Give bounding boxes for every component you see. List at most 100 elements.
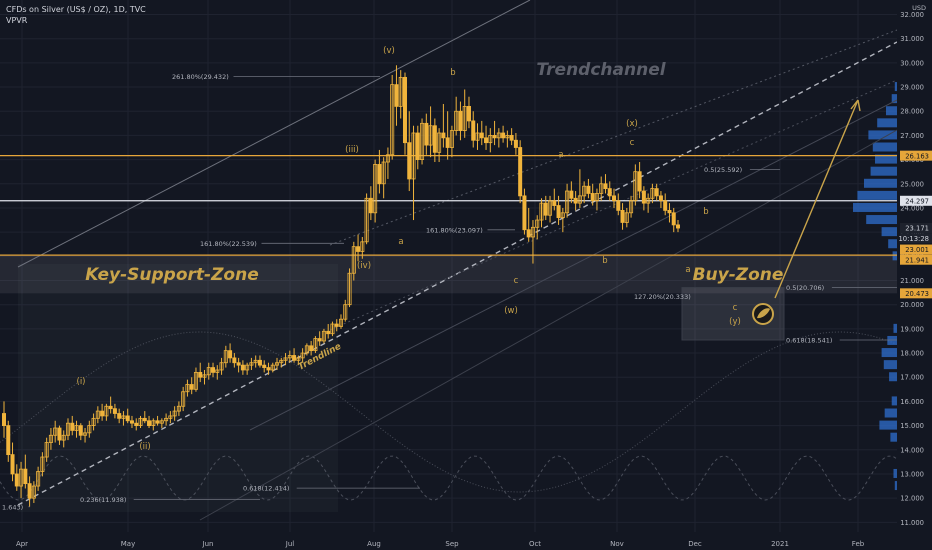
- candle-body: [287, 355, 292, 359]
- candle-body: [616, 200, 621, 211]
- volume-bar: [892, 251, 897, 261]
- fib-label: 1.643): [2, 503, 23, 511]
- candle-body: [249, 362, 254, 366]
- candle-body: [100, 410, 105, 417]
- wave-label: (ii): [139, 442, 150, 452]
- candle-body: [283, 357, 288, 361]
- candle-body: [10, 454, 15, 475]
- candle-body: [552, 200, 557, 206]
- candle-body: [309, 345, 314, 352]
- candle-body: [266, 367, 271, 371]
- candle-body: [164, 417, 169, 422]
- candle-body: [629, 200, 634, 214]
- candle-body: [364, 197, 369, 243]
- candle-body: [594, 193, 599, 202]
- annotations: 261.80%(29.432) 161.80%(22.539) 161.80%(23…: [2, 46, 897, 511]
- candle-body: [23, 468, 28, 485]
- wave-label: b: [602, 256, 607, 266]
- axis-tick-label: 24.000: [900, 204, 924, 212]
- volume-bar: [875, 154, 897, 164]
- candle-body: [505, 135, 510, 139]
- candle-body: [377, 164, 382, 185]
- candle-body: [74, 425, 79, 431]
- axis-tick-label: 25.000: [900, 180, 924, 188]
- price-label: 26.163: [905, 152, 929, 160]
- volume-bar: [881, 348, 897, 358]
- candle-body: [245, 364, 250, 371]
- wave-label: (y): [729, 317, 741, 327]
- volume-bar: [894, 481, 897, 491]
- axis-tick-label: 28.000: [900, 108, 924, 116]
- wave-label: (iii): [345, 145, 359, 155]
- time-tick-label: 2021: [771, 540, 789, 548]
- wave-label: (x): [626, 119, 638, 129]
- trendline: [17, 41, 898, 506]
- price-label: 23.171: [905, 225, 929, 233]
- candle-body: [390, 84, 395, 156]
- candle-body: [479, 132, 484, 139]
- price-label-box: [900, 195, 932, 206]
- candle-body: [125, 415, 130, 422]
- candle-body: [44, 442, 49, 458]
- candle-body: [257, 359, 262, 366]
- candle-body: [108, 405, 113, 410]
- axis-tick-label: 31.000: [900, 35, 924, 43]
- candle-body: [253, 359, 258, 364]
- axis-tick-label: 15.000: [900, 422, 924, 430]
- candle-body: [624, 212, 629, 223]
- volume-bar: [888, 239, 897, 249]
- candle-body: [556, 205, 561, 219]
- candle-body: [407, 142, 412, 180]
- candle-body: [223, 350, 228, 364]
- candle-body: [53, 427, 58, 436]
- candle-body: [492, 135, 497, 139]
- candle-body: [40, 456, 45, 472]
- candle-body: [117, 413, 122, 419]
- candle-body: [338, 318, 343, 327]
- wave-label: c: [514, 276, 519, 286]
- channel-upper-line: [17, 0, 531, 268]
- volume-bar: [891, 94, 897, 104]
- candle-body: [185, 384, 190, 393]
- price-label: 24.297: [905, 197, 929, 205]
- candle-body: [398, 76, 403, 107]
- eye-logo-mark: [757, 308, 770, 319]
- candle-body: [445, 137, 450, 148]
- time-tick-label: Jul: [285, 540, 295, 548]
- candle-body: [577, 195, 582, 204]
- time-tick-label: Dec: [688, 540, 702, 548]
- candle-body: [321, 330, 326, 342]
- candle-body: [428, 125, 433, 146]
- candle-body: [95, 410, 100, 419]
- candle-body: [326, 330, 331, 335]
- fib-label: 0.236(11.938): [80, 496, 126, 504]
- symbol-title[interactable]: CFDs on Silver (US$ / OZ), 1D, TVC: [6, 5, 146, 14]
- candle-body: [2, 413, 7, 427]
- candle-body: [159, 420, 164, 424]
- candle-body: [138, 417, 143, 427]
- time-tick-label: Feb: [852, 540, 865, 548]
- candle-body: [121, 415, 126, 419]
- candle-body: [381, 161, 386, 185]
- price-label-box: [900, 244, 932, 255]
- price-label-box: [900, 254, 932, 265]
- candle-body: [573, 197, 578, 204]
- candle-body: [147, 420, 152, 427]
- wave-label: (v): [383, 46, 395, 56]
- candle-body: [620, 209, 625, 223]
- candle-body: [313, 338, 318, 352]
- price-label-box: [900, 233, 932, 244]
- fib-label: 0.618(18.541): [786, 336, 832, 344]
- wave-label: a: [398, 237, 403, 247]
- candle-body: [142, 417, 147, 422]
- key-support-zone-label: Key-Support-Zone: [85, 265, 258, 285]
- time-tick-label: Aug: [367, 540, 381, 548]
- time-axis[interactable]: Apr May Jun Jul Aug Sep Oct Nov Dec 2021 Feb: [0, 532, 932, 550]
- fib-label: 0.618(12.414): [243, 485, 289, 493]
- candle-body: [112, 408, 117, 414]
- candle-body: [198, 371, 203, 378]
- indicator-label[interactable]: VPVR: [6, 16, 28, 25]
